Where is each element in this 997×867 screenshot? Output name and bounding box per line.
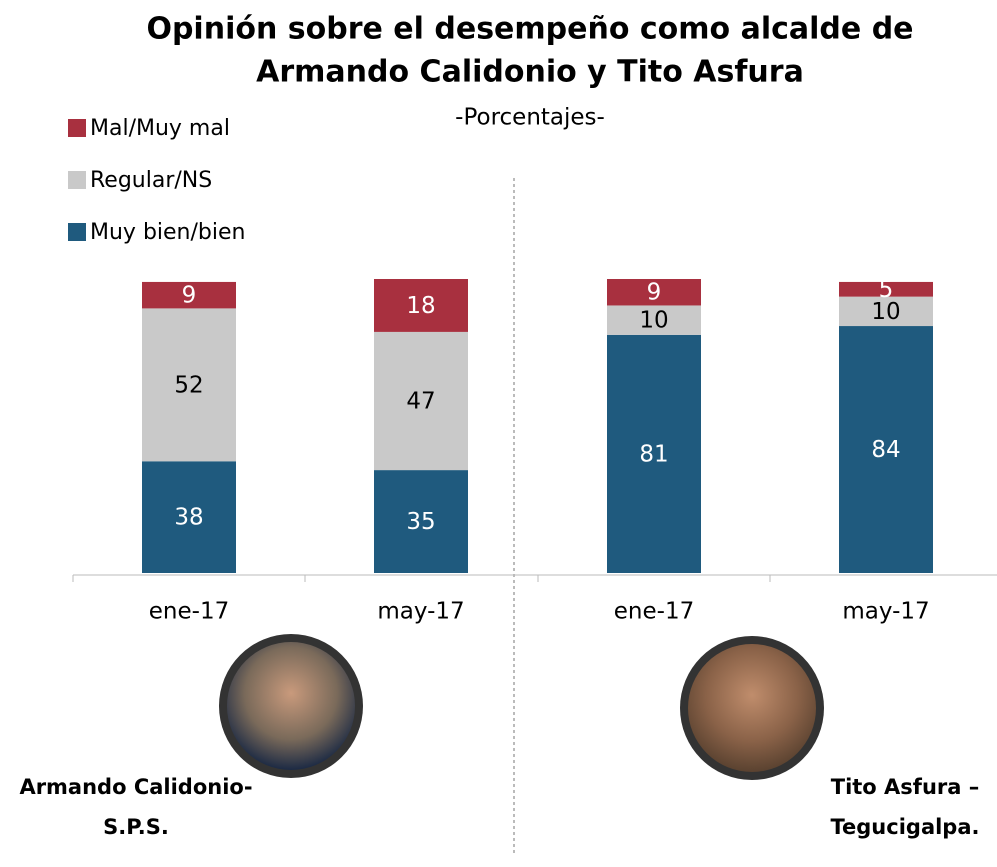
bar-segment (374, 470, 468, 573)
bar-segment (142, 281, 236, 309)
chart-title: Armando Calidonio y Tito Asfura (256, 55, 804, 90)
bar-segment (142, 461, 236, 573)
value-label: 10 (639, 308, 668, 334)
bar-segment (839, 281, 933, 297)
bar-segment (607, 279, 701, 306)
photo (688, 644, 816, 772)
caption: S.P.S. (103, 815, 169, 839)
value-label: 18 (406, 293, 435, 319)
axis-ticks (72, 575, 771, 582)
bar-segment (374, 279, 468, 332)
legend-swatch (68, 119, 86, 137)
value-label: 9 (182, 283, 197, 309)
bar-segment (374, 331, 468, 471)
bar-segment (839, 326, 933, 573)
value-label: 81 (639, 441, 668, 467)
value-label: 35 (406, 509, 435, 535)
chart-title: Opinión sobre el desempeño como alcalde … (146, 12, 913, 47)
caption: Tito Asfura – (831, 775, 979, 799)
value-label: 9 (647, 280, 662, 306)
bar-segment (607, 334, 701, 573)
value-label: 84 (871, 437, 900, 463)
chart-subtitle: -Porcentajes- (455, 105, 605, 131)
x-tick-label: may-17 (377, 599, 464, 625)
value-label: 38 (174, 505, 203, 531)
photo (227, 642, 355, 770)
bar-segment (839, 296, 933, 327)
legend-swatch (68, 223, 86, 241)
value-label: 47 (406, 389, 435, 415)
x-tick-label: may-17 (842, 599, 929, 625)
caption: Tegucigalpa. (831, 815, 980, 839)
bar-segment (607, 305, 701, 335)
value-label: 52 (174, 372, 203, 398)
x-tick-label: ene-17 (149, 599, 229, 625)
bar-segment (142, 308, 236, 462)
legend-label: Mal/Muy mal (90, 116, 230, 141)
legend-label: Muy bien/bien (90, 220, 245, 245)
value-label: 10 (871, 299, 900, 325)
legend-swatch (68, 171, 86, 189)
caption: Armando Calidonio- (19, 775, 252, 799)
value-label: 5 (879, 277, 894, 303)
legend-label: Regular/NS (90, 168, 212, 193)
x-tick-label: ene-17 (614, 599, 694, 625)
